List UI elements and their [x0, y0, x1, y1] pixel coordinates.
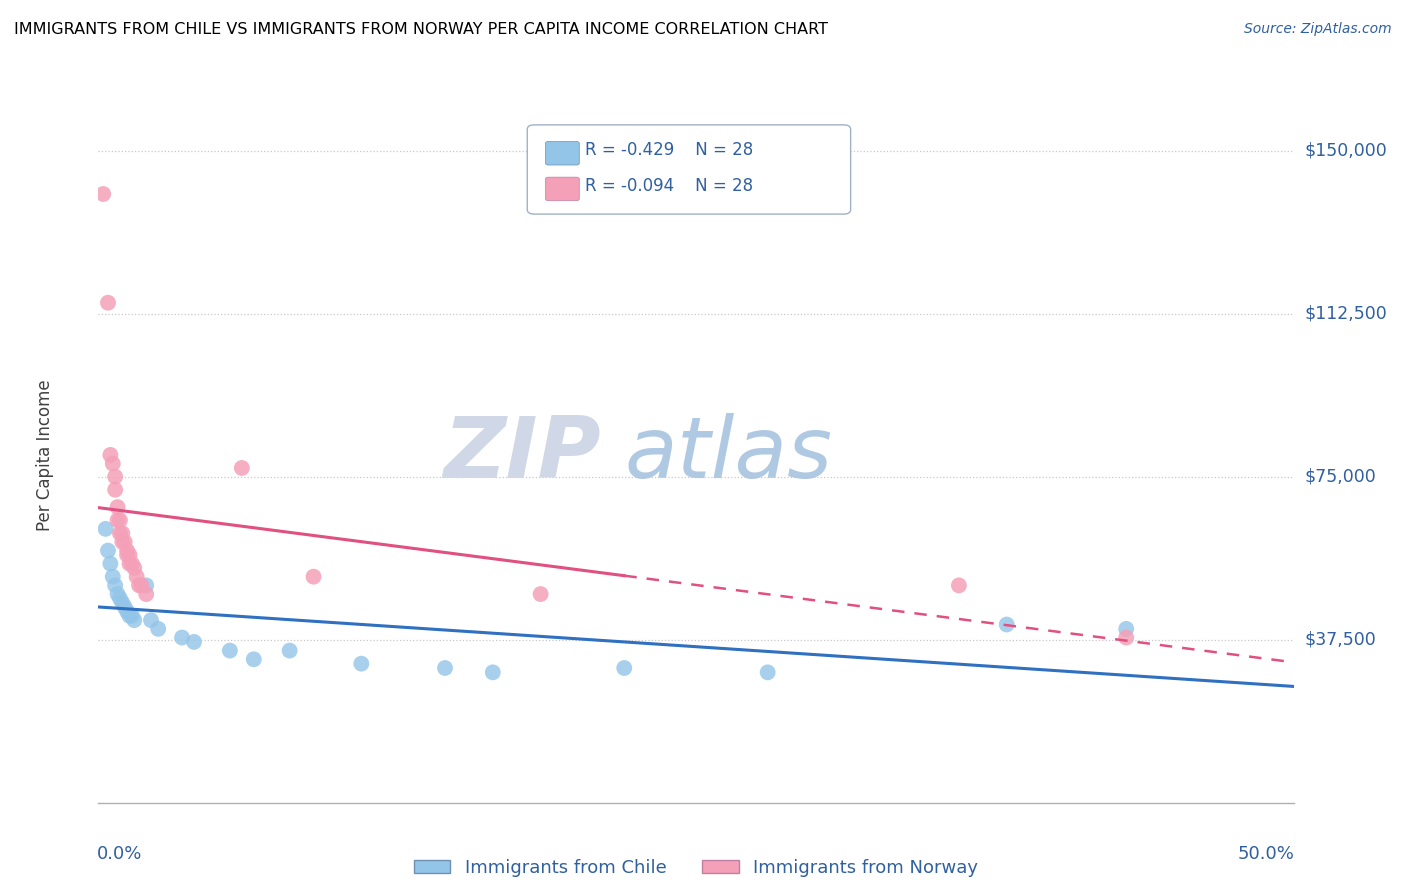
Point: [98, 448, 122, 462]
Text: $75,000: $75,000: [1305, 467, 1376, 485]
Point: [1115, 622, 1137, 636]
Point: [114, 535, 136, 549]
Text: $150,000: $150,000: [1305, 142, 1388, 160]
Point: [139, 613, 162, 627]
Point: [481, 665, 505, 680]
Point: [219, 643, 242, 657]
Point: [115, 543, 138, 558]
Text: 50.0%: 50.0%: [1237, 845, 1295, 863]
Text: R = -0.094    N = 28: R = -0.094 N = 28: [585, 177, 754, 194]
Point: [114, 600, 136, 615]
Text: ZIP: ZIP: [443, 413, 600, 497]
Text: atlas: atlas: [624, 413, 832, 497]
Point: [104, 578, 127, 592]
Text: R = -0.429    N = 28: R = -0.429 N = 28: [585, 141, 754, 159]
Point: [131, 578, 153, 592]
Point: [111, 535, 134, 549]
Point: [121, 608, 143, 623]
Point: [97, 543, 120, 558]
Point: [108, 526, 131, 541]
Point: [94, 522, 117, 536]
Point: [124, 613, 146, 627]
Point: [135, 578, 157, 592]
Text: $37,500: $37,500: [1305, 631, 1376, 648]
Text: Source: ZipAtlas.com: Source: ZipAtlas.com: [1244, 22, 1392, 37]
Point: [613, 661, 636, 675]
Point: [115, 548, 138, 562]
Point: [107, 513, 129, 527]
Point: [995, 617, 1018, 632]
Point: [111, 526, 134, 541]
Text: $112,500: $112,500: [1305, 304, 1388, 323]
Point: [135, 587, 157, 601]
Point: [98, 557, 122, 571]
Point: [121, 557, 143, 571]
Point: [104, 469, 127, 483]
Point: [107, 587, 129, 601]
Point: [128, 578, 150, 592]
Point: [350, 657, 373, 671]
Point: [118, 608, 141, 623]
Point: [948, 578, 970, 592]
Point: [1115, 631, 1137, 645]
Point: [108, 513, 131, 527]
Text: IMMIGRANTS FROM CHILE VS IMMIGRANTS FROM NORWAY PER CAPITA INCOME CORRELATION CH: IMMIGRANTS FROM CHILE VS IMMIGRANTS FROM…: [14, 22, 828, 37]
Text: 0.0%: 0.0%: [97, 845, 142, 863]
Point: [183, 635, 205, 649]
Point: [104, 483, 127, 497]
Point: [148, 622, 170, 636]
Point: [125, 570, 148, 584]
Point: [111, 596, 134, 610]
Point: [231, 461, 253, 475]
Point: [108, 591, 131, 606]
Point: [124, 561, 146, 575]
Point: [243, 652, 266, 666]
Text: Per Capita Income: Per Capita Income: [35, 379, 53, 531]
Point: [756, 665, 779, 680]
Point: [118, 548, 141, 562]
Legend: Immigrants from Chile, Immigrants from Norway: Immigrants from Chile, Immigrants from N…: [406, 852, 986, 884]
Point: [107, 500, 129, 514]
Point: [101, 457, 124, 471]
Point: [433, 661, 456, 675]
Point: [97, 295, 120, 310]
Point: [118, 557, 141, 571]
Point: [172, 631, 194, 645]
Point: [115, 605, 138, 619]
Point: [101, 570, 124, 584]
Point: [91, 187, 114, 202]
Point: [529, 587, 551, 601]
Point: [302, 570, 325, 584]
Point: [278, 643, 301, 657]
